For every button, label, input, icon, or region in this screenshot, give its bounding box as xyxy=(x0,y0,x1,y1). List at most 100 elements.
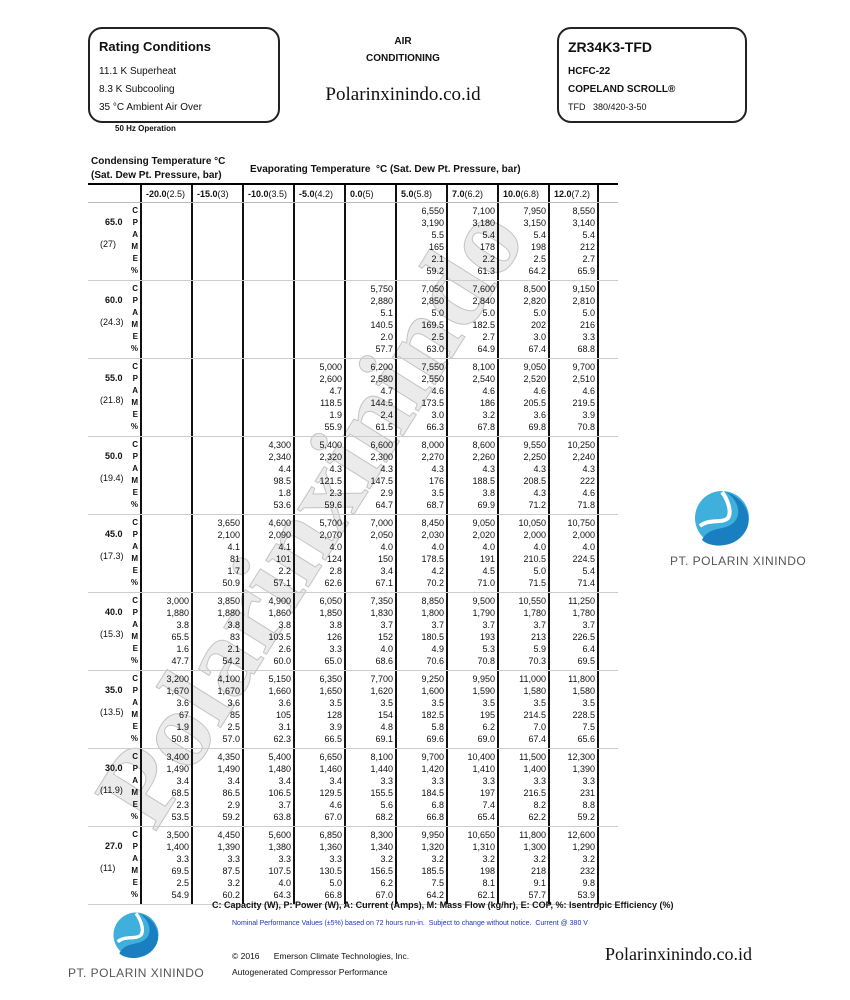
table-row-group: 40.0 (15.3) C P A M E% 3,000 1,880 3.8 65.5 1.6 47.7… xyxy=(88,593,618,671)
value-cell: 67.0 xyxy=(375,890,393,900)
value-cell: 12,600 xyxy=(567,830,595,840)
column-temp: -20.0 xyxy=(146,188,167,199)
value-cell: 4.4 xyxy=(278,464,291,474)
value-cell: 2,320 xyxy=(319,452,342,462)
metric-letters: C P A M E% xyxy=(131,751,138,823)
value-cell: 11,800 xyxy=(519,830,546,840)
value-cell: 3,190 xyxy=(421,218,444,228)
value-cell: 3.6 xyxy=(227,698,240,708)
value-cell: 2.6 xyxy=(278,644,291,654)
value-cell xyxy=(295,295,342,307)
table-column-cell: 3,500 1,400 3.3 69.5 2.5 54.9 xyxy=(140,827,191,904)
value-cell xyxy=(193,319,240,331)
value-cell: 144.5 xyxy=(370,398,393,408)
value-cell: 130.5 xyxy=(319,866,342,876)
value-cell: 4.3 xyxy=(582,464,595,474)
value-cell: 66.8 xyxy=(426,812,444,822)
value-cell: 3,000 xyxy=(166,596,189,606)
metric-letter: C xyxy=(132,674,138,683)
value-cell xyxy=(142,409,189,421)
value-cell: 2,030 xyxy=(421,530,444,540)
value-cell: 1,580 xyxy=(523,686,546,696)
value-cell xyxy=(142,361,189,373)
metric-letter: A xyxy=(132,464,138,473)
condensing-cell: 55.0 (21.8) C P A M E% xyxy=(88,359,140,436)
column-temp: 0.0 xyxy=(350,188,363,199)
condensing-pressure: (11.9) xyxy=(100,785,123,795)
metric-letter: E xyxy=(132,566,138,575)
metric-letter: M xyxy=(131,866,138,875)
value-cell: 64.3 xyxy=(273,890,291,900)
value-cell: 2,260 xyxy=(472,452,495,462)
value-cell: 10,650 xyxy=(467,830,495,840)
value-cell: 6.2 xyxy=(380,878,393,888)
table-column-cell xyxy=(344,203,395,280)
value-cell: 1,390 xyxy=(572,764,595,774)
value-cell: 231 xyxy=(579,788,595,798)
table-column-cell: 3,000 1,880 3.8 65.5 1.6 47.7 xyxy=(140,593,191,670)
value-cell: 3.8 xyxy=(278,620,291,630)
value-cell: 3.8 xyxy=(227,620,240,630)
value-cell: 8.8 xyxy=(582,800,595,810)
value-cell xyxy=(142,499,189,511)
metric-letter: M xyxy=(131,398,138,407)
value-cell: 5.0 xyxy=(329,878,342,888)
value-cell: 64.2 xyxy=(528,266,546,276)
value-cell: 53.5 xyxy=(171,812,189,822)
rating-superheat: 11.1 K Superheat xyxy=(99,66,177,77)
value-cell: 3,150 xyxy=(523,218,546,228)
value-cell xyxy=(142,553,189,565)
value-cell: 70.3 xyxy=(528,656,546,666)
metric-letter: E xyxy=(132,332,138,341)
table-column-cell: 9,150 2,810 5.0 216 3.3 68.8 xyxy=(548,281,599,358)
condensing-temp: 60.0 xyxy=(105,295,123,305)
condensing-temp: 65.0 xyxy=(105,217,123,227)
metric-letter: P xyxy=(132,842,138,851)
value-cell xyxy=(142,565,189,577)
value-cell: 3.2 xyxy=(431,854,444,864)
value-cell: 60.2 xyxy=(222,890,240,900)
value-cell: 1,880 xyxy=(166,608,189,618)
value-cell xyxy=(193,409,240,421)
condensing-temp: 45.0 xyxy=(105,529,123,539)
metric-letter: % xyxy=(130,812,138,821)
value-cell: 67.1 xyxy=(375,578,393,588)
value-cell: 69.0 xyxy=(477,734,495,744)
value-cell: 50.8 xyxy=(171,734,189,744)
value-cell: 8.2 xyxy=(533,800,546,810)
table-column-cell: 8,850 1,800 3.7 180.5 4.9 70.6 xyxy=(395,593,446,670)
value-cell: 66.8 xyxy=(324,890,342,900)
condensing-cell: 45.0 (17.3) C P A M E% xyxy=(88,515,140,592)
value-cell: 57.7 xyxy=(375,344,393,354)
value-cell xyxy=(244,421,291,433)
value-cell: 2,300 xyxy=(370,452,393,462)
value-cell: 69.9 xyxy=(477,500,495,510)
value-cell: 7,100 xyxy=(472,206,495,216)
metric-letter: A xyxy=(132,230,138,239)
value-cell: 3,400 xyxy=(166,752,189,762)
condensing-cell: 30.0 (11.9) C P A M E% xyxy=(88,749,140,826)
metric-letter: E xyxy=(132,488,138,497)
value-cell: 216 xyxy=(579,320,595,330)
value-cell: 182.5 xyxy=(472,320,495,330)
value-cell: 3.3 xyxy=(278,854,291,864)
value-cell: 219.5 xyxy=(572,398,595,408)
condensing-label-2: (Sat. Dew Pt. Pressure, bar) xyxy=(91,170,222,181)
value-cell: 68.6 xyxy=(375,656,393,666)
value-cell xyxy=(142,373,189,385)
value-cell: 3.2 xyxy=(582,854,595,864)
value-cell: 5,400 xyxy=(268,752,291,762)
value-cell: 198 xyxy=(530,242,546,252)
value-cell: 67.4 xyxy=(528,344,546,354)
value-cell: 59.6 xyxy=(324,500,342,510)
value-cell xyxy=(193,397,240,409)
value-cell: 226.5 xyxy=(572,632,595,642)
value-cell: 8,600 xyxy=(472,440,495,450)
value-cell: 59.2 xyxy=(426,266,444,276)
table-row-group: 65.0 (27) C P A M E% 6,550 3,190 5.5 165 2.1 59.2 7,1… xyxy=(88,203,618,281)
table-column-cell xyxy=(140,515,191,592)
value-cell: 3.3 xyxy=(227,854,240,864)
metric-letter: P xyxy=(132,764,138,773)
metric-letter: A xyxy=(132,386,138,395)
value-cell: 2,070 xyxy=(319,530,342,540)
